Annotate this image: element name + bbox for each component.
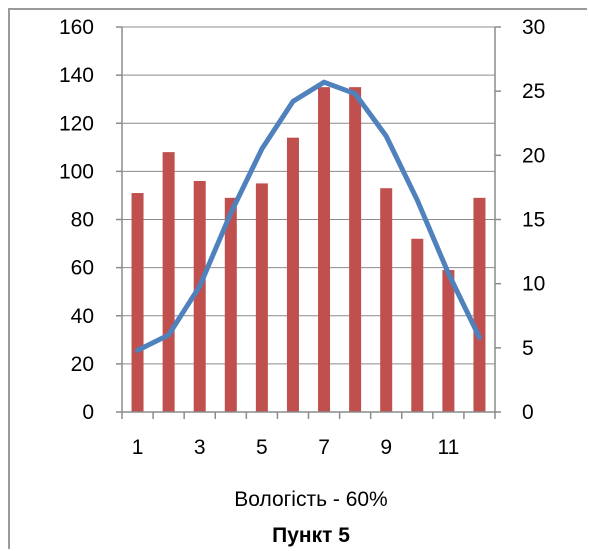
right-tick-label: 0 [522,401,534,424]
left-tick-label: 0 [82,401,94,424]
left-tick-label: 20 [71,353,94,376]
bar [473,197,486,412]
x-axis-ticks: 1 3 5 7 9 11 [132,436,460,459]
axes [116,26,501,419]
x-axis-title: Вологість - 60% [234,488,387,511]
left-tick-label: 60 [71,257,94,280]
bar [224,197,237,412]
x-tick-label: 11 [437,436,459,459]
x-tick-label: 3 [194,436,206,459]
left-tick-label: 160 [59,16,94,39]
left-tick-label: 40 [71,305,94,328]
chart-title: Пункт 5 [272,524,350,547]
right-tick-label: 25 [522,80,545,103]
bar [162,152,175,412]
right-tick-label: 5 [522,337,534,360]
bar [255,183,268,412]
left-tick-label: 120 [59,112,94,135]
x-tick-label: 7 [318,436,330,459]
line-series [135,79,482,353]
bar-series [131,87,486,412]
bar [380,188,393,412]
right-tick-label: 15 [522,209,545,232]
series-line [135,79,482,353]
left-tick-label: 140 [59,64,94,87]
right-tick-label: 30 [522,16,545,39]
right-tick-label: 20 [522,144,545,167]
x-tick-label: 5 [256,436,268,459]
bar [411,238,424,412]
left-tick-label: 100 [59,160,94,183]
bar [286,137,299,412]
bar [193,181,206,412]
x-tick-label: 9 [380,436,392,459]
bar [349,87,362,412]
bar [131,193,144,412]
gridlines [122,26,495,365]
right-axis-ticks: 0 5 10 15 20 25 30 [522,16,545,424]
x-tick-label: 1 [132,436,144,459]
left-axis-ticks: 0 20 40 60 80 100 120 140 160 [59,16,94,424]
bar [442,270,455,412]
bar [318,87,331,412]
left-tick-label: 80 [71,209,94,232]
right-tick-label: 10 [522,273,545,296]
